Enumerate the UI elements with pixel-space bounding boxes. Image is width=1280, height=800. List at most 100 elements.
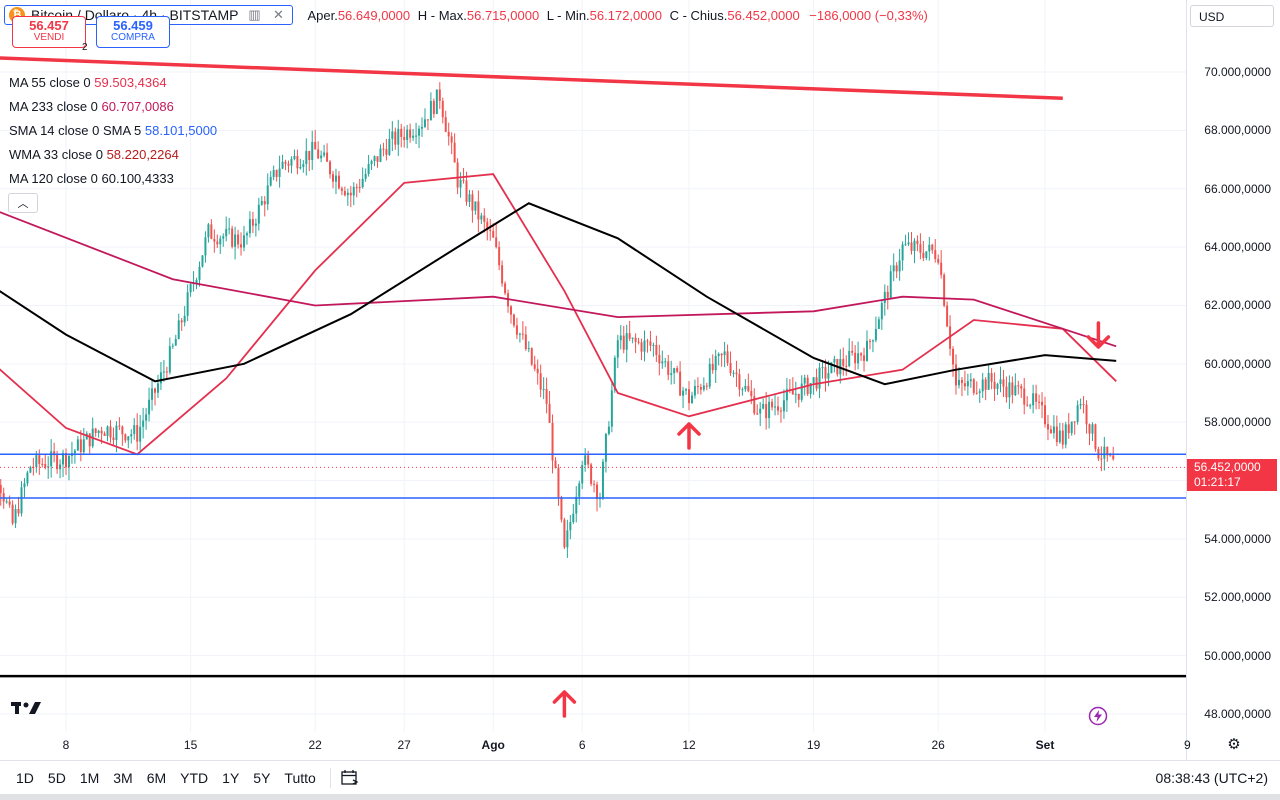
candle-body — [426, 119, 429, 121]
candle-body — [619, 335, 622, 341]
time-axis[interactable]: 8 15 22 27 Ago 6 12 19 26 Set 9 — [0, 732, 1191, 758]
candle-body — [308, 150, 311, 161]
candle-body — [504, 283, 507, 294]
range-button-ytd[interactable]: YTD — [180, 770, 209, 786]
candle-body — [456, 162, 459, 188]
indicator-row[interactable]: MA 233 close 0 60.707,0086 — [9, 98, 217, 122]
candle-body — [848, 350, 851, 367]
candle-body — [118, 425, 121, 427]
candle-body — [14, 509, 17, 524]
candle-body — [655, 344, 658, 355]
candle-body — [889, 271, 892, 298]
range-button-1d[interactable]: 1D — [16, 770, 34, 786]
eye-icon[interactable]: ▥ — [248, 7, 261, 22]
gear-icon[interactable]: ⚙ — [1227, 736, 1241, 753]
candle-body — [213, 238, 216, 242]
buy-price: 56.459 — [113, 18, 153, 33]
candle-body — [601, 461, 604, 499]
range-button-5y[interactable]: 5Y — [253, 770, 271, 786]
marker-arrow-up — [677, 422, 701, 450]
currency-select[interactable]: USD — [1190, 5, 1274, 27]
range-button-5d[interactable]: 5D — [47, 770, 66, 786]
indicator-row[interactable]: SMA 14 close 0 SMA 5 58.101,5000 — [9, 122, 217, 146]
lightning-icon[interactable] — [1088, 706, 1108, 726]
indicator-row[interactable]: MA 55 close 0 59.503,4364 — [9, 74, 217, 98]
candle-body — [711, 363, 714, 371]
price-axis[interactable]: 48.000,0000 50.000,0000 52.000,0000 54.000,… — [1186, 0, 1280, 760]
marker-arrow-up — [552, 690, 577, 718]
candle-body — [441, 100, 444, 118]
sell-button[interactable]: 56.457 VENDI — [12, 16, 86, 48]
candle-body — [1058, 430, 1061, 443]
grid — [0, 0, 1186, 732]
candle-body — [652, 344, 655, 346]
candle-body — [121, 426, 124, 435]
candle-body — [1067, 424, 1070, 434]
candle-body — [1052, 426, 1055, 434]
indicator-row[interactable]: MA 120 close 0 60.100,4333 — [9, 170, 217, 194]
range-button-6m[interactable]: 6M — [146, 770, 167, 786]
candle-body — [685, 389, 688, 391]
candle-body — [794, 393, 797, 395]
tradingview-logo[interactable] — [11, 700, 43, 716]
price-tick: 68.000,0000 — [1204, 123, 1271, 138]
candle-body — [216, 241, 219, 245]
candle-body — [818, 367, 821, 389]
price-tick: 64.000,0000 — [1204, 240, 1271, 255]
candle-body — [560, 497, 563, 520]
candle-body — [207, 224, 210, 238]
time-tick: 12 — [682, 738, 696, 752]
candle-body — [756, 413, 759, 415]
candle-body — [542, 389, 545, 391]
clock[interactable]: 08:38:43 (UTC+2) — [1155, 770, 1268, 786]
candle-body — [762, 403, 765, 409]
candle-body — [293, 156, 296, 160]
moving-average-line — [0, 211, 1117, 348]
candle-body — [429, 100, 432, 121]
candle-body — [747, 385, 750, 392]
current-price-badge: 56.452,0000 01:21:17 — [1187, 459, 1277, 491]
indicator-row[interactable]: WMA 33 close 0 58.220,2264 — [9, 146, 217, 170]
candle-body — [768, 401, 771, 419]
candle-body — [925, 251, 928, 258]
candle-body — [981, 379, 984, 392]
time-tick: Ago — [481, 738, 505, 752]
close-label: C - Chius. — [669, 7, 728, 23]
calendar-icon[interactable] — [339, 768, 361, 788]
candle-body — [332, 174, 334, 182]
candle-body — [637, 341, 640, 343]
candle-body — [20, 487, 23, 514]
candle-body — [952, 348, 955, 365]
candle-body — [800, 383, 803, 400]
candle-body — [984, 379, 987, 390]
candle-body — [874, 328, 877, 341]
range-button-tutto[interactable]: Tutto — [284, 770, 316, 786]
candle-body — [462, 179, 465, 181]
candle-body — [735, 372, 738, 375]
candle-body — [397, 128, 400, 145]
range-button-1m[interactable]: 1M — [79, 770, 100, 786]
candle-body — [765, 403, 768, 419]
range-button-3m[interactable]: 3M — [113, 770, 133, 786]
candle-body — [450, 136, 453, 143]
indicator-name: WMA 33 close 0 — [9, 147, 103, 162]
candle-body — [996, 384, 999, 389]
candle-body — [130, 434, 133, 437]
candle-body — [557, 467, 560, 498]
buy-button[interactable]: 56.459 COMPRA — [96, 16, 170, 48]
moving-average-line — [0, 173, 1117, 456]
candle-body — [1032, 393, 1035, 406]
candle-body — [625, 333, 628, 350]
candle-body — [112, 437, 115, 441]
close-icon[interactable]: ✕ — [273, 7, 284, 22]
candle-body — [145, 414, 148, 421]
range-button-1y[interactable]: 1Y — [222, 770, 240, 786]
candle-body — [382, 148, 385, 150]
candle-body — [165, 371, 168, 373]
candle-body — [438, 89, 441, 101]
collapse-legend-button[interactable]: ︿ — [8, 193, 38, 213]
candle-body — [352, 186, 355, 196]
price-chart[interactable] — [0, 0, 1186, 732]
candle-body — [1100, 458, 1103, 460]
candle-body — [409, 129, 412, 138]
